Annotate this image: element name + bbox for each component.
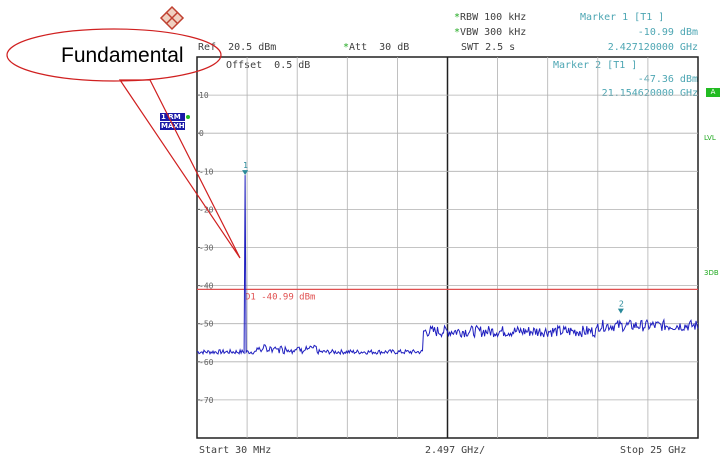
y-tick-label: -30 <box>199 244 214 253</box>
ref-level-readout: Ref 20.5 dBm <box>198 42 277 53</box>
marker1-label: Marker 1 [T1 ] <box>580 12 665 23</box>
marker-1-symbol <box>242 170 249 176</box>
lvl-label: LVL <box>704 134 716 142</box>
trace-a-indicator: A <box>706 88 720 97</box>
vbw-readout: *VBW 300 kHz <box>454 27 527 38</box>
y-tick-label: -20 <box>199 205 214 214</box>
stop-frequency: Stop 25 GHz <box>620 445 687 456</box>
annotation-pointer <box>118 79 241 259</box>
marker2-level: -47.36 dBm <box>637 74 698 85</box>
span-per-div: 2.497 GHz/ <box>425 445 486 456</box>
fundamental-annotation: Fundamental <box>61 44 184 67</box>
3db-label: 3DB <box>704 269 719 277</box>
marker-1-label: 1 <box>243 161 248 170</box>
y-tick-label: -50 <box>199 320 214 329</box>
marker1-level: -10.99 dBm <box>637 27 698 38</box>
marker2-freq: 21.154620000 GHz <box>601 88 698 99</box>
y-tick-label: -60 <box>199 358 214 367</box>
y-tick-label: -70 <box>199 396 214 405</box>
attenuation-readout: *Att 30 dB <box>343 42 410 53</box>
spectrum-trace <box>196 175 699 356</box>
y-tick-label: 0 <box>199 129 204 138</box>
rbw-readout: *RBW 100 kHz <box>454 12 527 23</box>
y-tick-label: -40 <box>199 282 214 291</box>
start-frequency: Start 30 MHz <box>199 445 272 456</box>
ref-level-marker <box>186 115 190 119</box>
swt-readout: SWT 2.5 s <box>461 42 516 53</box>
display-line-label: D1 -40.99 dBm <box>245 292 315 302</box>
annotation-ellipse <box>6 28 222 82</box>
marker-2-symbol <box>617 308 624 314</box>
trace-mode-tag: 1 RM <box>160 113 185 121</box>
y-tick-label: -10 <box>199 167 214 176</box>
marker-2-label: 2 <box>619 300 624 309</box>
instrument-logo-icon <box>159 5 185 31</box>
marker1-freq: 2.427120000 GHz <box>607 42 698 53</box>
y-tick-label: 10 <box>199 91 209 100</box>
offset-readout: Offset 0.5 dB <box>226 60 311 71</box>
